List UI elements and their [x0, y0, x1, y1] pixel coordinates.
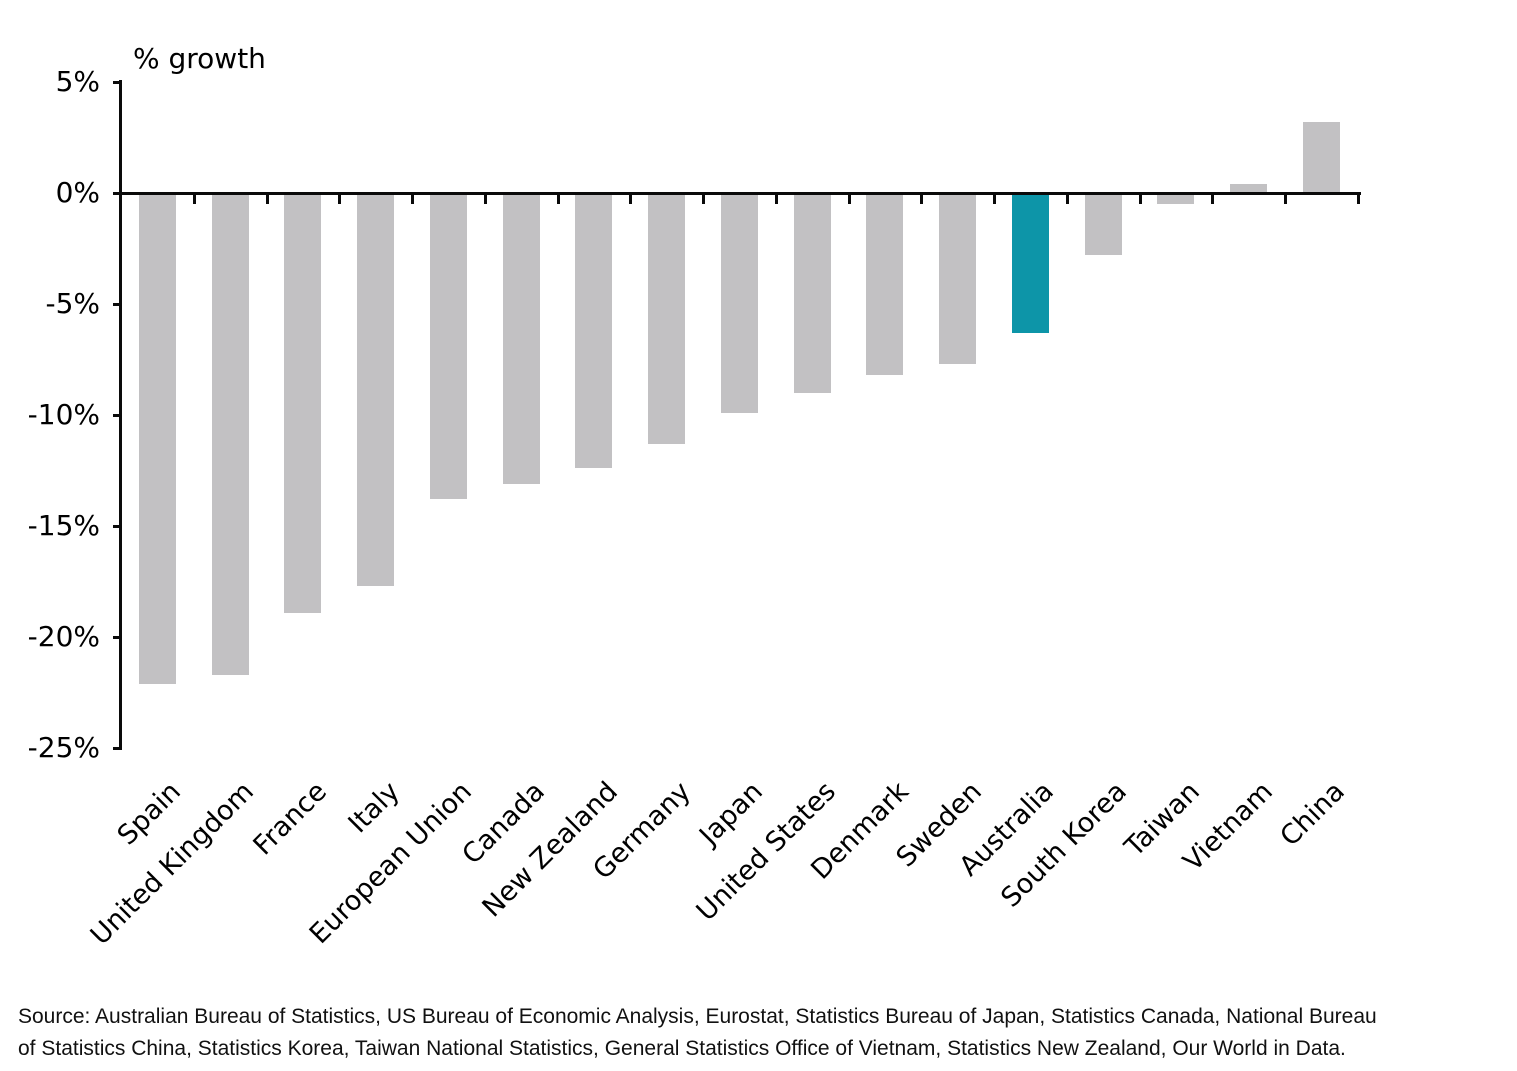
x-tick [1284, 195, 1287, 204]
bar-south-korea [1084, 193, 1122, 256]
x-tick [411, 195, 414, 204]
y-tick [113, 192, 121, 195]
x-tick [1066, 195, 1069, 204]
x-tick [993, 195, 996, 204]
bar-italy [357, 193, 395, 586]
x-tick [1357, 195, 1360, 204]
bar-spain [138, 193, 176, 684]
bar-canada [502, 193, 540, 484]
bar-united-kingdom [211, 193, 249, 675]
x-tick [484, 195, 487, 204]
bar-denmark [866, 193, 904, 375]
x-axis-line [113, 192, 1361, 195]
chart-title: % growth [133, 42, 266, 75]
x-tick [775, 195, 778, 204]
bar-new-zealand [575, 193, 613, 469]
bar-japan [720, 193, 758, 413]
bar-germany [648, 193, 686, 444]
x-tick [557, 195, 560, 204]
x-tick [266, 195, 269, 204]
plot-area: 5% 0% -5% -10% -15% -20% -25% Spain United Kingd… [27, 65, 1361, 951]
source-line-2: of Statistics China, Statistics Korea, T… [18, 1037, 1346, 1060]
x-tick [338, 195, 341, 204]
x-tick [193, 195, 196, 204]
y-tick [113, 303, 121, 306]
x-tick [702, 195, 705, 204]
x-tick [1139, 195, 1142, 204]
bar-australia [1011, 193, 1049, 333]
y-tick-label: -15% [27, 509, 100, 542]
x-tick [629, 195, 632, 204]
bar-china [1302, 122, 1340, 193]
y-tick-label: -25% [27, 731, 100, 764]
y-tick-label: -10% [27, 398, 100, 431]
y-tick [113, 525, 121, 528]
source-line-1: Source: Australian Bureau of Statistics,… [18, 1005, 1377, 1028]
x-tick [1211, 195, 1214, 204]
y-tick [113, 636, 121, 639]
bar-taiwan [1157, 193, 1195, 205]
x-tick [920, 195, 923, 204]
x-tick [848, 195, 851, 204]
y-tick [113, 747, 121, 750]
y-tick [113, 81, 121, 84]
y-tick [113, 414, 121, 417]
y-tick-label: 0% [55, 176, 100, 209]
bar-france [284, 193, 322, 613]
bar-united-states [793, 193, 831, 393]
y-tick-label: -20% [27, 620, 100, 653]
bar-european-union [429, 193, 467, 500]
y-tick-label: 5% [55, 65, 100, 98]
bar-sweden [939, 193, 977, 364]
y-tick-label: -5% [45, 287, 100, 320]
source-note: Source: Australian Bureau of Statistics,… [18, 1001, 1377, 1065]
bar-vietnam [1230, 184, 1268, 193]
